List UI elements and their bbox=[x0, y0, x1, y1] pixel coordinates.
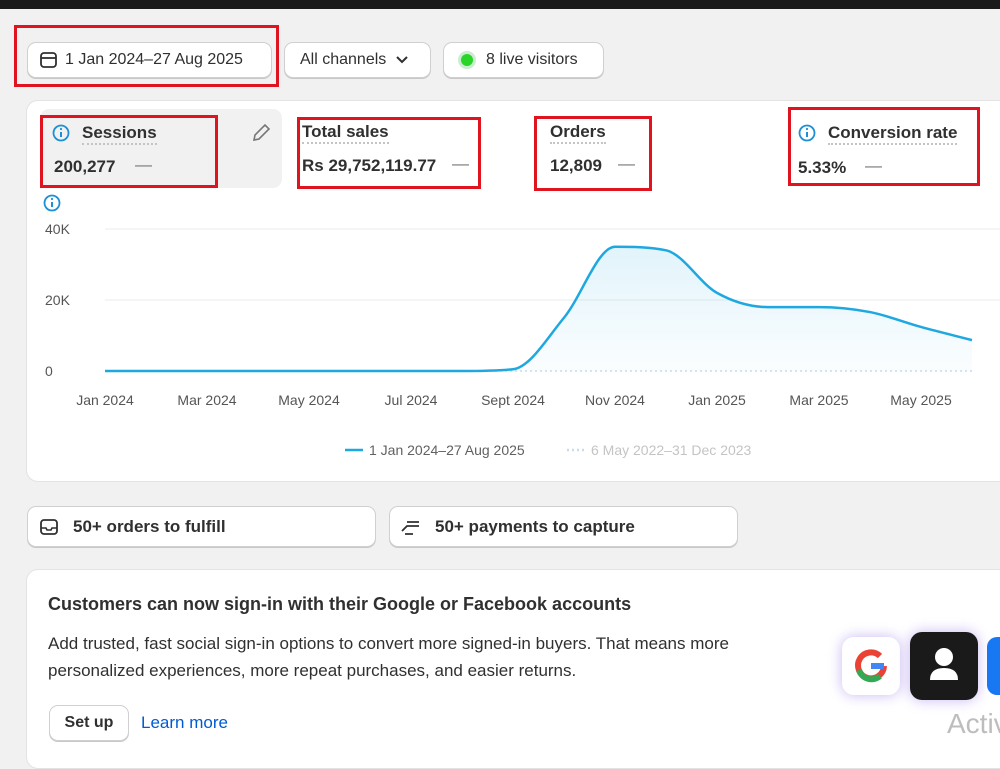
highlight-box bbox=[788, 107, 980, 186]
highlight-box bbox=[297, 117, 481, 189]
x-tick-label: May 2025 bbox=[890, 392, 952, 408]
metric-change: — bbox=[452, 154, 469, 173]
x-tick-label: Mar 2025 bbox=[789, 392, 848, 408]
payment-icon bbox=[401, 520, 419, 535]
watermark: Activ bbox=[947, 708, 1000, 739]
google-logo bbox=[855, 649, 887, 683]
setup-button[interactable]: Set up bbox=[49, 705, 129, 741]
info-icon bbox=[798, 124, 816, 142]
live-visitors-button[interactable]: 8 live visitors bbox=[443, 42, 604, 78]
y-tick-label: 40K bbox=[45, 221, 71, 237]
x-tick-label: May 2024 bbox=[278, 392, 340, 408]
y-tick-label: 20K bbox=[45, 292, 71, 308]
x-tick-label: Jan 2025 bbox=[688, 392, 746, 408]
metric-label: Sessions bbox=[82, 123, 157, 145]
learn-more-link[interactable]: Learn more bbox=[141, 713, 228, 732]
y-tick-label: 0 bbox=[45, 363, 53, 379]
channels: All channels bbox=[300, 51, 387, 68]
metric-value: 5.33% bbox=[798, 158, 847, 177]
metric-change: — bbox=[865, 156, 882, 175]
task-label: 50+ payments to capture bbox=[435, 516, 635, 536]
account-tile bbox=[910, 632, 978, 700]
info-icon bbox=[52, 124, 70, 142]
calendar-icon bbox=[40, 52, 57, 68]
card-title: Customers can now sign-in with their Goo… bbox=[48, 594, 632, 614]
x-tick-label: Sept 2024 bbox=[481, 392, 545, 408]
date-range: 1 Jan 2024–27 Aug 2025 bbox=[65, 51, 243, 68]
inbox-icon bbox=[40, 518, 58, 535]
live-visitors: 8 live visitors bbox=[486, 51, 578, 68]
blue-tile bbox=[987, 637, 1000, 695]
task-button[interactable]: 50+ orders to fulfill bbox=[27, 506, 376, 547]
highlight-box bbox=[40, 115, 218, 188]
legend-label: 1 Jan 2024–27 Aug 2025 bbox=[369, 442, 525, 458]
metric-change: — bbox=[618, 154, 635, 173]
sessions-tile[interactable] bbox=[40, 109, 282, 188]
x-tick-label: Jul 2024 bbox=[385, 392, 438, 408]
highlight-box bbox=[14, 25, 279, 87]
channels-button[interactable]: All channels bbox=[284, 42, 431, 78]
date-button[interactable]: 1 Jan 2024–27 Aug 2025 bbox=[27, 42, 272, 78]
chart: 0 20K 40K Jan 2024 Mar 2024 May 2024 Jul 2024 S… bbox=[43, 194, 1000, 458]
card-body: Add trusted, fast social sign-in options… bbox=[48, 634, 729, 680]
x-tick-label: Nov 2024 bbox=[585, 392, 645, 408]
metric-value: Rs 29,752,119.77 bbox=[302, 156, 437, 175]
area-fill bbox=[105, 246, 972, 371]
line bbox=[104, 245, 973, 373]
live-dot bbox=[461, 54, 473, 66]
metric-value: 12,809 bbox=[550, 156, 602, 175]
x-tick-label: Mar 2024 bbox=[177, 392, 236, 408]
task-button[interactable]: 50+ payments to capture bbox=[389, 506, 738, 547]
person-icon bbox=[930, 648, 958, 680]
x-tick-label: Jan 2024 bbox=[76, 392, 134, 408]
legend-label: 6 May 2022–31 Dec 2023 bbox=[591, 442, 752, 458]
chevron bbox=[396, 56, 408, 64]
google-tile bbox=[842, 637, 900, 695]
metric-label: Conversion rate bbox=[828, 123, 958, 145]
button-label: Set up bbox=[64, 714, 114, 731]
edit-icon[interactable] bbox=[250, 122, 272, 144]
info-icon bbox=[43, 194, 61, 212]
task-label: 50+ orders to fulfill bbox=[73, 516, 226, 536]
top-bar bbox=[0, 0, 1000, 9]
highlight-box bbox=[534, 116, 652, 191]
metric-change: — bbox=[135, 155, 152, 174]
metric-label: Orders bbox=[550, 122, 606, 144]
metric-label: Total sales bbox=[302, 122, 389, 144]
metric-value: 200,277 bbox=[54, 157, 116, 176]
